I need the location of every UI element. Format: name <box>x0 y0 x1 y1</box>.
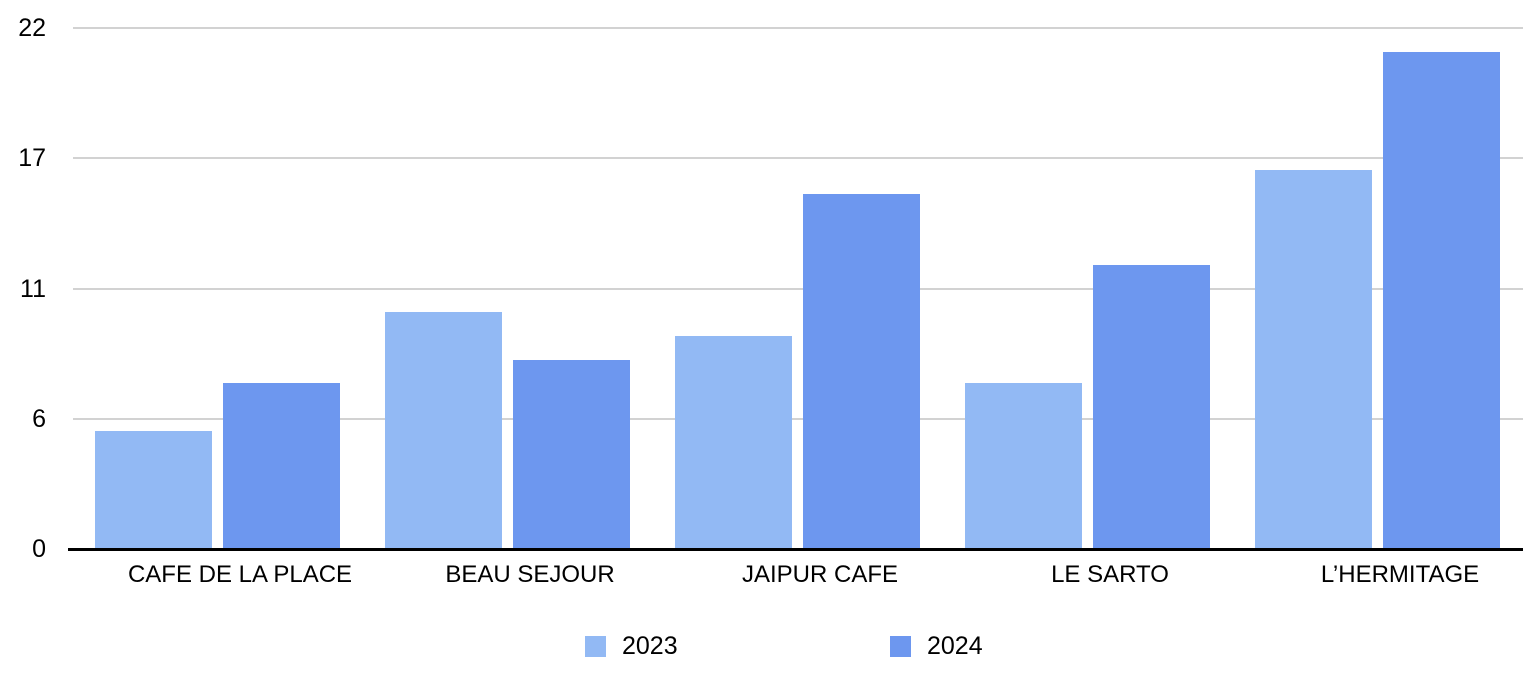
bar-2024-2[interactable] <box>803 193 920 549</box>
x-category-label: BEAU SEJOUR <box>445 561 615 588</box>
legend-label: 2023 <box>622 632 678 660</box>
bar-2023-0[interactable] <box>95 430 212 549</box>
x-category-label: LE SARTO <box>1051 561 1169 588</box>
y-tick-label: 6 <box>32 404 46 433</box>
bar-2024-0[interactable] <box>223 383 340 549</box>
y-tick-label: 22 <box>18 14 46 42</box>
gridline-17 <box>73 157 1523 160</box>
bar-2024-1[interactable] <box>513 359 630 549</box>
x-category-label: JAIPUR CAFE <box>741 561 899 588</box>
legend-label: 2024 <box>927 632 983 660</box>
y-tick-label: 11 <box>20 274 46 303</box>
bar-2023-3[interactable] <box>965 383 1082 549</box>
bar-2024-4[interactable] <box>1383 51 1500 549</box>
bar-2023-1[interactable] <box>385 312 502 549</box>
legend-swatch-icon <box>890 635 911 657</box>
y-tick-label: 0 <box>32 535 46 563</box>
gridline-22 <box>73 27 1523 29</box>
x-category-label: CAFE DE LA PLACE <box>127 561 353 588</box>
bar-2023-2[interactable] <box>675 335 792 549</box>
bar-2023-4[interactable] <box>1255 170 1372 549</box>
legend-item-2024[interactable]: 2024 <box>890 632 983 660</box>
gridline-11 <box>73 287 1523 290</box>
legend-swatch-icon <box>585 635 606 657</box>
x-category-label: L’HERMITAGE <box>1320 561 1480 588</box>
legend-item-2023[interactable]: 2023 <box>585 632 678 660</box>
x-axis-line <box>68 548 1523 551</box>
bar-2024-3[interactable] <box>1093 264 1210 549</box>
gridline-6 <box>73 417 1523 420</box>
y-tick-label: 17 <box>18 144 46 173</box>
